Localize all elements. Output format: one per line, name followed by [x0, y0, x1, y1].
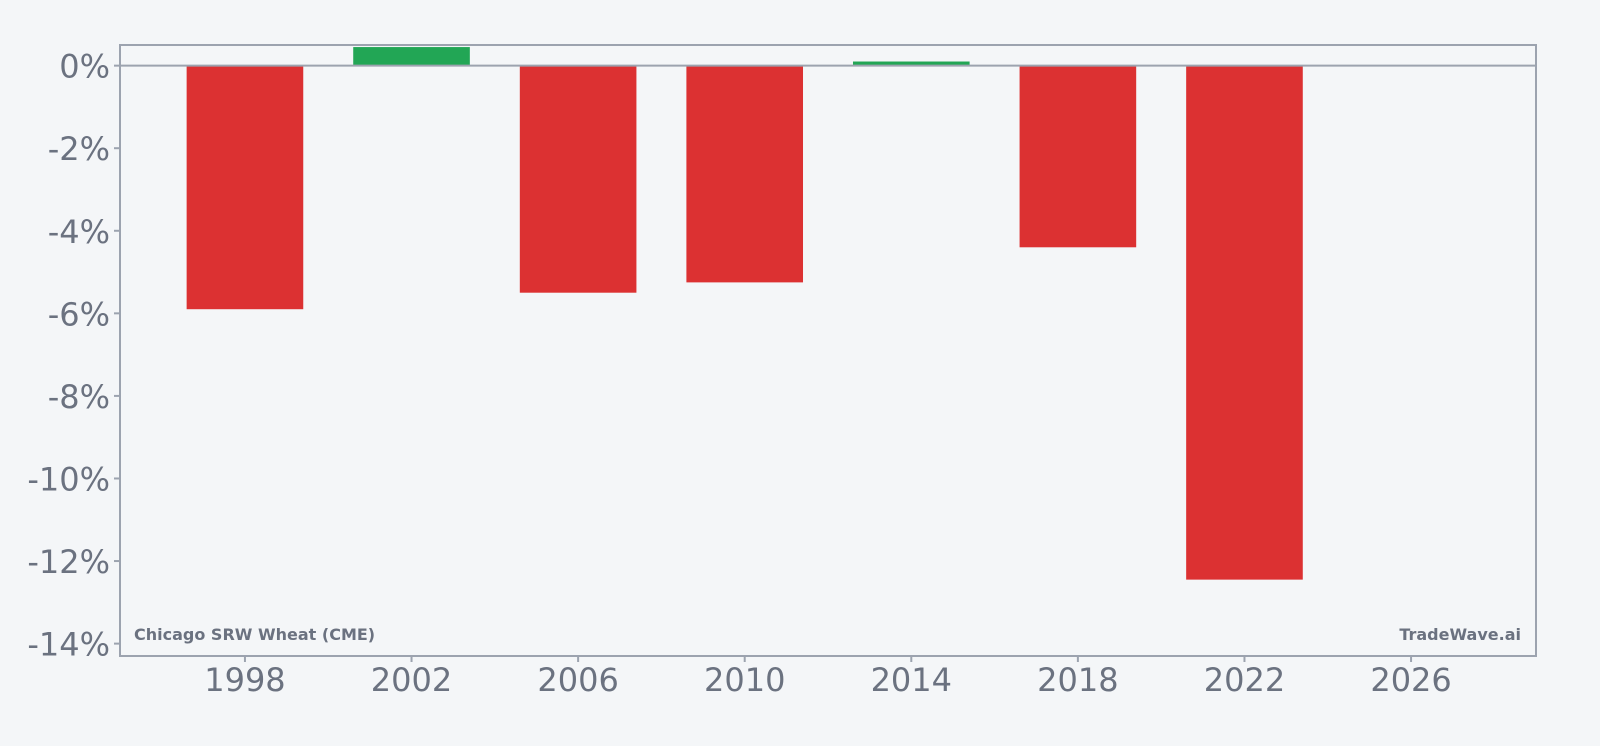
y-tick-label: -2%: [48, 130, 110, 168]
x-tick-label: 2014: [871, 661, 952, 699]
y-tick-label: -8%: [48, 378, 110, 416]
x-tick-label: 2010: [704, 661, 785, 699]
y-tick-label: -14%: [27, 626, 110, 664]
watermark-annotation: TradeWave.ai: [1399, 625, 1521, 644]
x-axis: 1998 2002 2006 2010 2014 2018 2022 2026: [204, 656, 1452, 699]
plot-frame: [119, 44, 1537, 657]
y-tick-label: -6%: [48, 295, 110, 333]
bar-2022: [1186, 65, 1303, 580]
y-tick-label: -10%: [27, 460, 110, 498]
y-tick-label: 0%: [59, 48, 110, 86]
x-tick-label: 2002: [371, 661, 452, 699]
x-tick-label: 2026: [1370, 661, 1451, 699]
y-axis: 0% -2% -4% -6% -8% -10% -12% -14%: [27, 48, 120, 664]
source-annotation: Chicago SRW Wheat (CME): [134, 625, 375, 644]
y-tick-label: -12%: [27, 543, 110, 581]
bar-2006: [519, 65, 637, 293]
bar-2018: [1019, 65, 1137, 248]
y-tick-label: -4%: [48, 213, 110, 251]
x-tick-label: 2006: [537, 661, 618, 699]
x-tick-label: 2018: [1037, 661, 1118, 699]
bar-2014: [852, 61, 970, 66]
x-tick-label: 2022: [1204, 661, 1285, 699]
bar-2010: [686, 65, 804, 283]
bar-1998: [186, 65, 304, 310]
x-tick-label: 1998: [204, 661, 285, 699]
bar-2002: [353, 47, 470, 66]
bars-group: [186, 47, 1303, 580]
